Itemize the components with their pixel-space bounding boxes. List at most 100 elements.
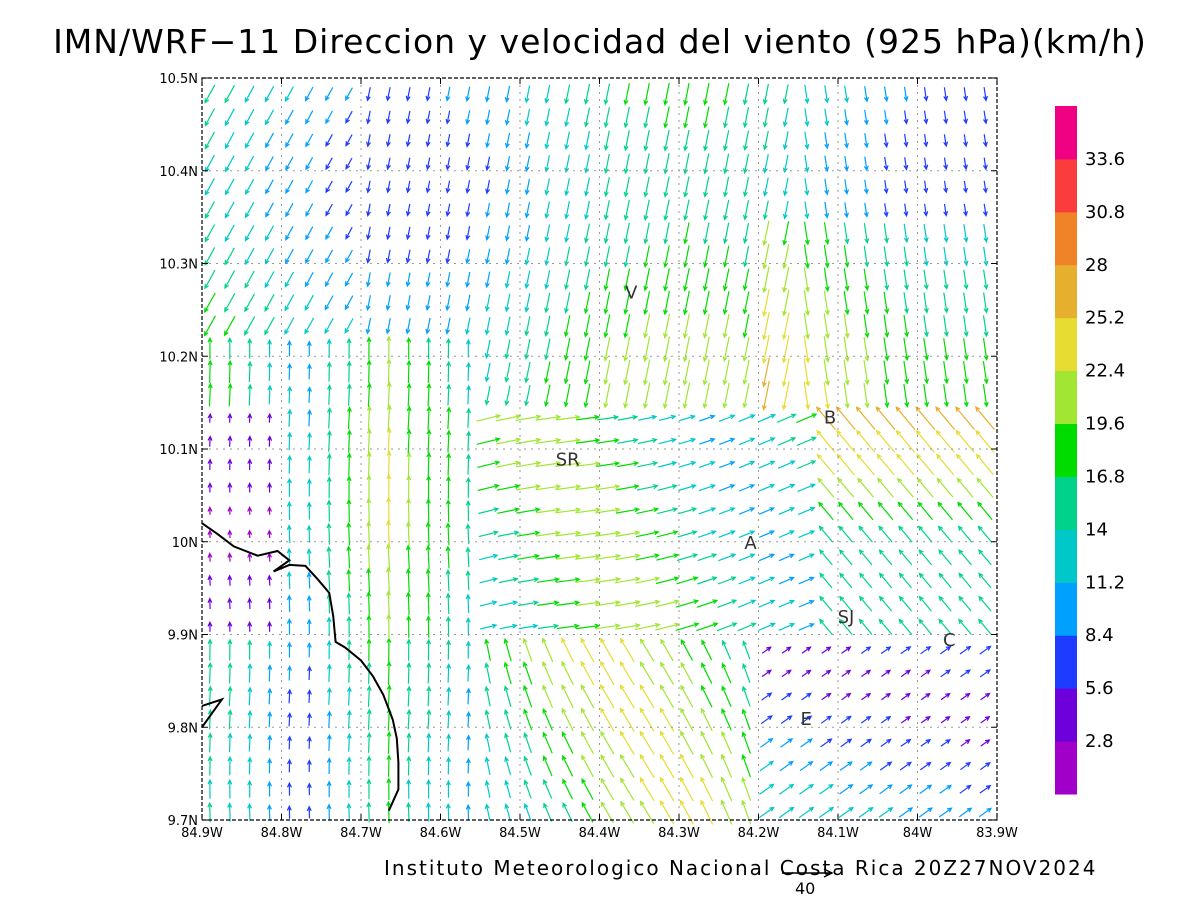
wind-vector — [326, 710, 332, 728]
wind-vector — [722, 291, 730, 316]
color-bar-segment — [1055, 158, 1077, 213]
wind-vector — [484, 294, 491, 312]
wind-vector — [860, 715, 872, 724]
wind-vector — [863, 202, 869, 218]
wind-vector — [657, 484, 678, 491]
wind-vector — [903, 203, 909, 218]
wind-vector — [603, 268, 611, 292]
wind-vector — [799, 761, 814, 772]
wind-vector — [643, 176, 650, 198]
wind-vector — [823, 336, 830, 363]
wind-vector — [326, 616, 332, 637]
wind-vector — [405, 521, 411, 547]
wind-vector — [366, 110, 371, 125]
wind-vector — [405, 317, 411, 335]
wind-vector — [497, 507, 521, 514]
wind-vector — [445, 86, 451, 102]
wind-vector — [224, 247, 235, 266]
color-bar-segment — [1055, 476, 1077, 530]
wind-vector — [227, 482, 233, 493]
wind-vector — [977, 501, 993, 521]
wind-vector — [682, 290, 690, 316]
wind-vector — [366, 428, 372, 454]
wind-vector — [895, 406, 916, 430]
wind-vector — [917, 501, 934, 521]
wind-vector — [518, 623, 539, 630]
wind-vector — [623, 199, 630, 221]
wind-vector — [682, 359, 691, 386]
wind-vector — [703, 129, 710, 152]
wind-vector — [406, 497, 412, 524]
wind-vector — [803, 267, 810, 293]
wind-vector — [803, 312, 811, 340]
wind-vector — [836, 429, 856, 453]
wind-vector — [207, 661, 213, 684]
wind-vector — [982, 384, 989, 408]
wind-vector — [923, 360, 929, 385]
wind-vector — [663, 290, 670, 316]
wind-vector — [682, 313, 690, 339]
wind-vector — [639, 753, 655, 778]
wind-vector — [824, 155, 830, 173]
wind-vector — [405, 180, 411, 194]
wind-vector — [266, 804, 272, 820]
wind-vector — [406, 638, 412, 661]
wind-vector — [406, 708, 412, 730]
wind-vector — [346, 383, 352, 406]
wind-vector — [700, 730, 713, 755]
wind-vector — [326, 407, 333, 429]
wind-vector — [366, 801, 372, 823]
wind-vector — [445, 317, 451, 335]
wind-vector — [499, 623, 518, 630]
wind-vector — [366, 755, 372, 776]
color-bar-segment — [1055, 106, 1077, 160]
wind-vector — [498, 577, 519, 584]
wind-vector — [980, 692, 991, 701]
wind-vector — [623, 245, 630, 268]
wind-vector — [958, 807, 973, 818]
wind-vector — [284, 271, 295, 288]
wind-vector — [919, 761, 932, 771]
wind-vector — [425, 110, 431, 125]
wind-vector — [265, 132, 274, 149]
color-bar-label: 33.6 — [1085, 149, 1125, 170]
wind-vector — [697, 576, 718, 585]
wind-vector — [600, 754, 615, 778]
wind-vector — [721, 685, 732, 708]
lon-tick-label: 84.8W — [261, 826, 303, 841]
wind-vector — [923, 384, 930, 408]
place-label: C — [943, 630, 956, 651]
wind-vector — [857, 477, 875, 498]
wind-vector — [742, 200, 750, 221]
wind-vector — [555, 438, 582, 444]
wind-vector — [978, 572, 992, 589]
wind-vector — [445, 180, 451, 194]
wind-vector — [405, 134, 411, 148]
wind-vector — [663, 199, 670, 222]
wind-vector — [244, 85, 255, 103]
wind-vector — [916, 477, 934, 498]
wind-vector — [918, 618, 933, 635]
wind-vector — [326, 476, 332, 499]
wind-vector — [878, 806, 894, 818]
wind-vector — [247, 412, 253, 423]
wind-vector — [658, 414, 677, 421]
wind-vector — [840, 738, 853, 748]
wind-vector — [935, 406, 956, 430]
wind-vector — [717, 599, 738, 608]
lon-tick-label: 84W — [903, 826, 933, 841]
wind-vector — [485, 109, 491, 126]
wind-vector — [267, 482, 273, 493]
wind-vector — [504, 316, 511, 336]
wind-vector — [304, 272, 314, 288]
wind-vector — [700, 707, 713, 732]
map-title: IMN/WRF−11 Direccion y velocidad del vie… — [53, 22, 1147, 61]
wind-vector — [883, 180, 889, 195]
wind-vector — [207, 620, 213, 632]
wind-vector — [524, 155, 531, 173]
wind-vector — [778, 507, 796, 515]
wind-vector — [718, 530, 736, 538]
wind-vector — [524, 85, 531, 104]
wind-vector — [405, 544, 411, 570]
wind-vector — [836, 453, 855, 476]
